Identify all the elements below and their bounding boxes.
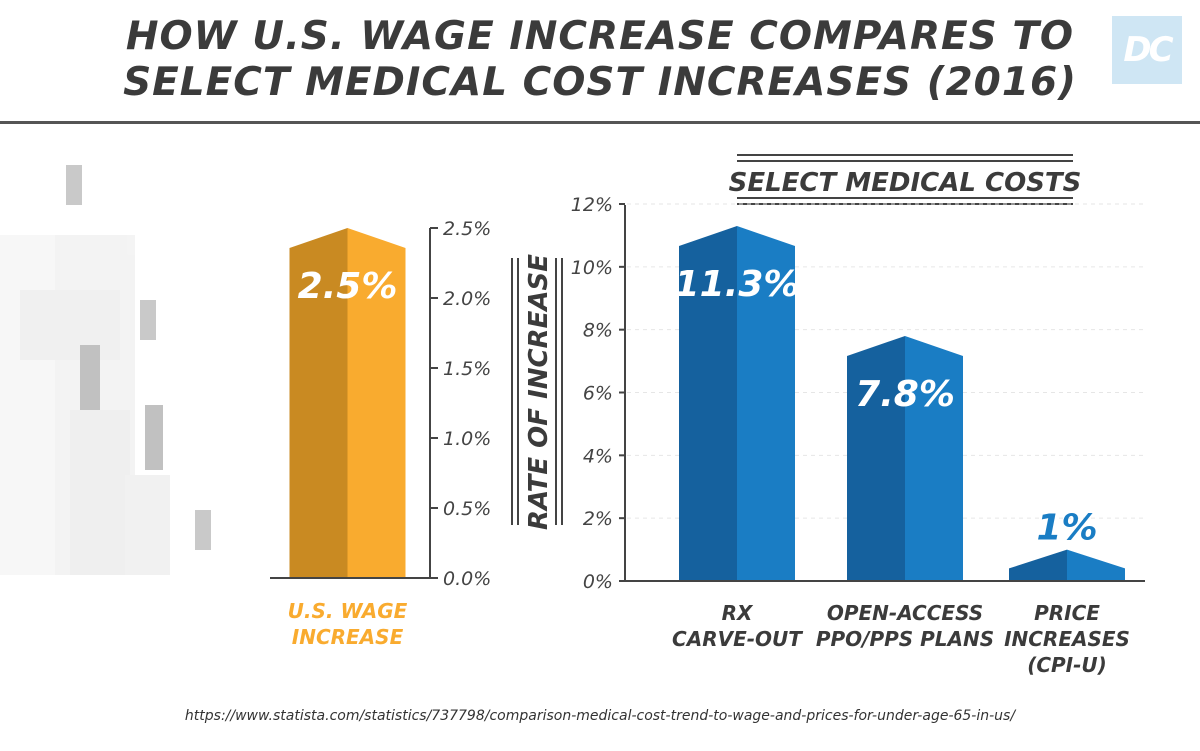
medical-category-label: (CPI-U) xyxy=(1027,653,1107,677)
medical-category-label: PPO/PPS PLANS xyxy=(816,627,994,651)
medical-category-label: CARVE-OUT xyxy=(672,627,803,651)
medical-data-label: 1% xyxy=(1036,508,1097,549)
medical-chart-title: SELECT MEDICAL COSTS xyxy=(729,168,1082,198)
wage-chart: 2.5% 2.0% 1.5% 1.0% 0.5% 0.0% 2.5% U.S. WAGEI… xyxy=(270,218,491,649)
wage-tick-label: 2.5% xyxy=(443,218,491,240)
medical-bar-left xyxy=(679,225,737,581)
medical-bar-right xyxy=(1067,549,1125,581)
wage-category-label: U.S. WAGE xyxy=(288,599,408,623)
medical-category-label: RX xyxy=(722,601,754,625)
wage-tick-label: 0.0% xyxy=(443,568,491,590)
medical-category-label: INCREASES xyxy=(1004,627,1130,651)
brand-logo: DC xyxy=(1112,16,1182,84)
medical-tick-label: 6% xyxy=(583,383,613,405)
y-axis-label-group: RATE OF INCREASE xyxy=(511,254,563,530)
wage-data-label: 2.5% xyxy=(298,266,398,307)
medical-category-label: OPEN-ACCESS xyxy=(827,601,983,625)
medical-tick-label: 10% xyxy=(571,257,613,279)
chart-svg: 2.5%2.0%1.5%1.0%0.5%0.0% 2.5% U.S. WAGEI… xyxy=(0,154,1145,677)
medical-bar-right xyxy=(905,335,963,581)
page-title: HOW U.S. WAGE INCREASE COMPARES TO SELEC… xyxy=(0,14,1200,106)
medical-tick-label: 8% xyxy=(583,320,613,342)
medical-tick-label: 4% xyxy=(583,445,613,467)
title-line-2: SELECT MEDICAL COST INCREASES (2016) xyxy=(123,60,1077,105)
title-divider xyxy=(0,121,1200,124)
wage-category-label: INCREASE xyxy=(292,625,404,649)
decorative-illustration xyxy=(0,165,211,575)
wage-tick-label: 1.0% xyxy=(443,428,491,450)
medical-category-label: PRICE xyxy=(1034,601,1100,625)
medical-tick-label: 12% xyxy=(571,194,613,216)
wage-tick-label: 2.0% xyxy=(443,288,491,310)
medical-bar-left xyxy=(1009,549,1067,581)
medical-data-label: 11.3% xyxy=(675,264,800,305)
wage-tick-label: 0.5% xyxy=(443,498,491,520)
wage-bar-left xyxy=(289,228,348,578)
y-axis-label: RATE OF INCREASE xyxy=(524,254,554,530)
medical-data-label: 7.8% xyxy=(855,374,955,415)
title-line-1: HOW U.S. WAGE INCREASE COMPARES TO xyxy=(125,14,1075,59)
medical-tick-label: 0% xyxy=(583,571,613,593)
wage-bar-right xyxy=(347,228,406,578)
medical-bar-left xyxy=(847,335,905,581)
medical-tick-label: 2% xyxy=(583,508,613,530)
medical-title-group: SELECT MEDICAL COSTS xyxy=(729,154,1082,205)
medical-bar-right xyxy=(737,225,795,581)
source-url: https://www.statista.com/statistics/7377… xyxy=(184,708,1016,724)
medical-chart: SELECT MEDICAL COSTS 12% 10% 8% 6% 4% 2% 0% 11… xyxy=(571,154,1145,677)
wage-tick-label: 1.5% xyxy=(443,358,491,380)
